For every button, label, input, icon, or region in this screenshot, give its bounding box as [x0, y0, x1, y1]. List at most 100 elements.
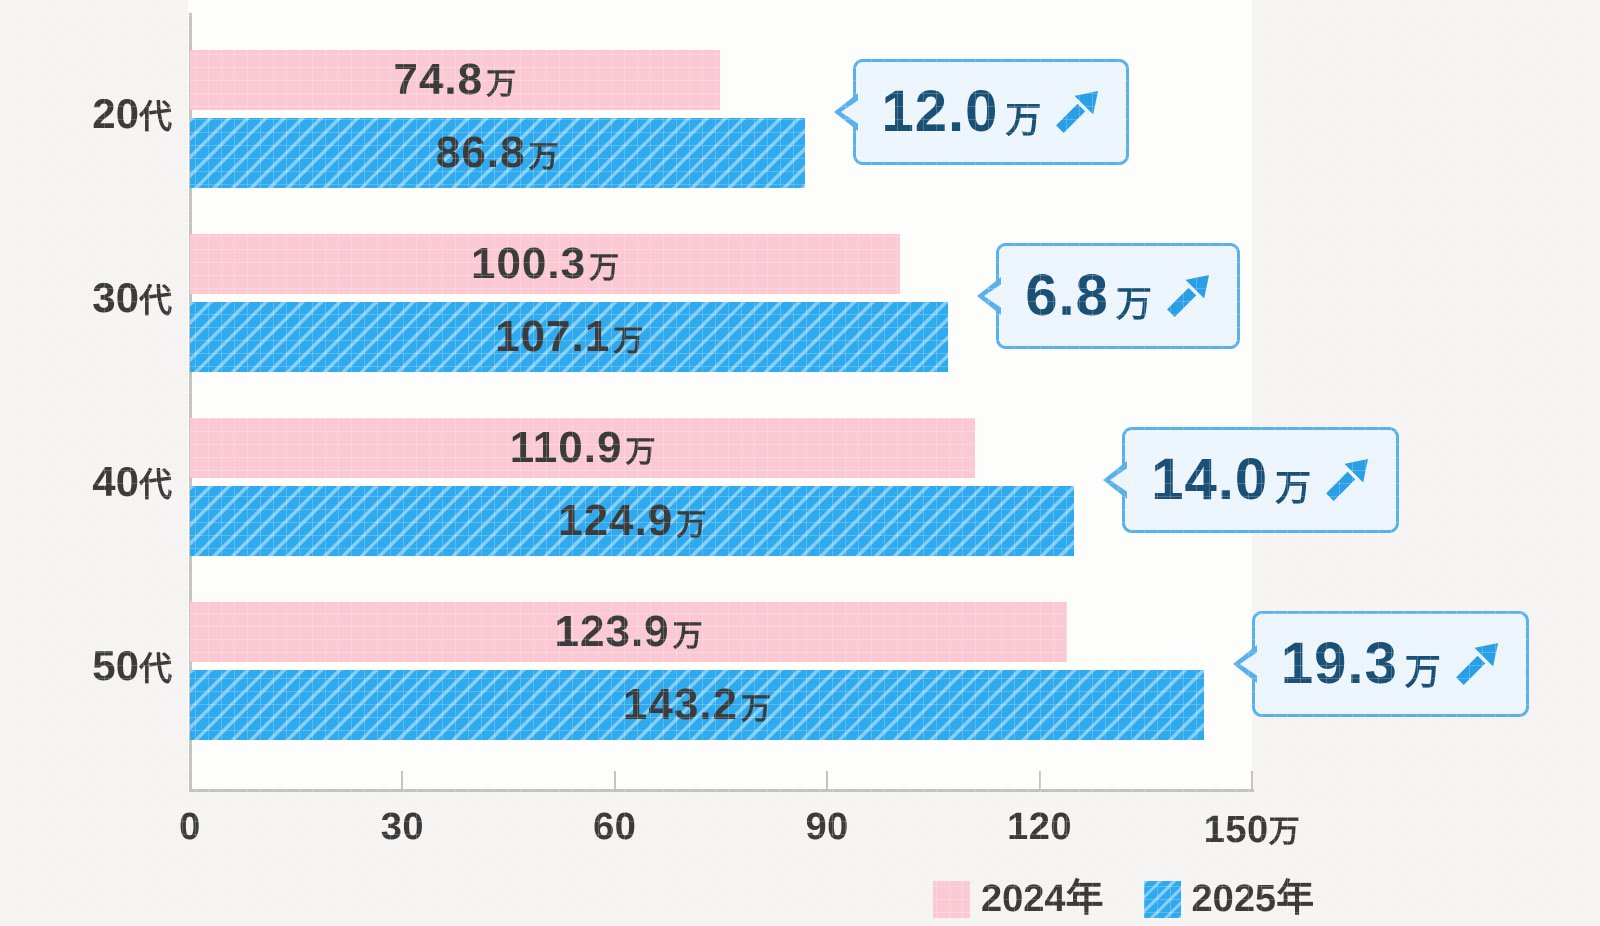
- bar-value-number: 110.9: [509, 423, 623, 472]
- legend-label-2025: 2025年: [1191, 878, 1315, 920]
- bar-value-unit: 万: [486, 68, 517, 101]
- bar-value-unit: 万: [613, 325, 644, 358]
- bar-2024: 100.3 万: [190, 234, 901, 294]
- bar-2025: 107.1 万: [190, 302, 949, 372]
- x-tick-label: 90: [806, 806, 849, 849]
- x-axis-line: [189, 789, 1254, 792]
- category-label: 50代: [0, 645, 172, 687]
- increase-bubble: 14.0 万: [1102, 427, 1400, 533]
- x-tick-value: 150: [1203, 809, 1269, 851]
- bar-value-unit: 万: [589, 252, 620, 285]
- x-axis-tick: [401, 771, 404, 789]
- bar-2025: 124.9 万: [190, 486, 1075, 556]
- up-right-arrow-icon: [1323, 457, 1370, 504]
- bar-value-label-2025: 86.8 万: [436, 131, 559, 175]
- up-right-arrow-icon: [1453, 641, 1500, 688]
- increase-bubble: 12.0 万: [833, 59, 1130, 165]
- bar-value-label-2024: 123.9 万: [555, 610, 703, 654]
- category-number: 30: [92, 274, 139, 321]
- category-label: 40代: [0, 461, 172, 503]
- legend-label-2024: 2024年: [981, 878, 1104, 920]
- bar-value-number: 143.2: [622, 680, 738, 729]
- bar-2024: 123.9 万: [190, 602, 1068, 662]
- bar-value-label-2025: 107.1 万: [495, 315, 643, 359]
- x-axis-tick: [1038, 771, 1041, 789]
- bubble-tail-fill: [840, 98, 860, 125]
- bubble-tail-fill: [1110, 466, 1130, 493]
- bar-value-number: 123.9: [554, 607, 670, 656]
- bar-value-label-2024: 74.8 万: [393, 58, 516, 102]
- bar-value-label-2024: 110.9 万: [510, 426, 656, 470]
- up-right-arrow-icon: [1053, 89, 1100, 136]
- bubble-tail: [1102, 461, 1130, 499]
- x-tick-label: 150万: [1204, 806, 1301, 852]
- bar-value-label-2025: 124.9 万: [558, 499, 706, 543]
- legend-swatch-2025: [1143, 880, 1181, 918]
- legend: 2024年 2025年: [933, 880, 1314, 918]
- increase-bubble: 19.3 万: [1232, 611, 1529, 717]
- category-suffix: 代: [139, 98, 172, 135]
- x-axis-tick: [1251, 771, 1253, 789]
- bubble-tail: [833, 93, 860, 131]
- category-number: 20: [92, 90, 139, 137]
- x-tick-value: 90: [805, 806, 849, 848]
- bar-2025: 143.2 万: [190, 670, 1204, 740]
- x-tick-label: 30: [381, 806, 424, 849]
- bar-value-number: 74.8: [393, 55, 484, 104]
- category-suffix: 代: [139, 282, 172, 319]
- category-suffix: 代: [139, 466, 172, 503]
- x-tick-value: 60: [593, 806, 637, 848]
- y-axis-line: [189, 13, 192, 791]
- bar-2024: 110.9 万: [190, 418, 976, 478]
- increase-unit: 万: [1404, 651, 1441, 692]
- bar-value-number: 124.9: [558, 496, 674, 545]
- bar-value-label-2025: 143.2 万: [623, 683, 771, 727]
- increase-bubble-box: 19.3 万: [1251, 611, 1529, 717]
- x-axis-unit-label: 万: [1268, 814, 1301, 849]
- x-axis-tick: [826, 771, 829, 789]
- bubble-tail: [976, 277, 1004, 315]
- increase-bubble-box: 12.0 万: [852, 59, 1130, 165]
- increase-value: 6.8: [1025, 263, 1109, 328]
- bar-value-unit: 万: [676, 509, 707, 542]
- bar-value-number: 86.8: [435, 128, 526, 177]
- increase-bubble-box: 14.0 万: [1122, 427, 1400, 533]
- x-tick-label: 120: [1007, 806, 1072, 849]
- up-right-arrow-icon: [1164, 273, 1211, 320]
- increase-unit: 万: [1005, 99, 1042, 140]
- increase-value: 12.0: [881, 79, 999, 144]
- bar-2024: 74.8 万: [190, 50, 720, 110]
- increase-value: 19.3: [1280, 631, 1398, 696]
- increase-unit: 万: [1275, 467, 1312, 508]
- legend-swatch-2024: [933, 880, 970, 918]
- bar-value-unit: 万: [672, 620, 703, 653]
- category-number: 50: [92, 642, 139, 689]
- legend-item-2024: 2024年: [933, 880, 1104, 918]
- bar-value-unit: 万: [741, 693, 771, 726]
- x-tick-value: 0: [179, 806, 201, 848]
- category-suffix: 代: [139, 650, 172, 687]
- increase-unit: 万: [1115, 283, 1152, 324]
- bubble-tail-fill: [1239, 650, 1259, 677]
- x-tick-value: 120: [1007, 806, 1073, 848]
- bar-value-number: 100.3: [470, 239, 587, 288]
- bubble-tail-fill: [984, 282, 1004, 309]
- bar-value-number: 107.1: [495, 312, 611, 361]
- category-label: 20代: [0, 93, 172, 135]
- bubble-tail: [1232, 645, 1259, 683]
- bar-2025: 86.8 万: [190, 118, 805, 188]
- x-tick-value: 30: [380, 806, 425, 848]
- category-label: 30代: [0, 277, 172, 319]
- increase-bubble: 6.8 万: [976, 243, 1240, 349]
- bar-value-unit: 万: [528, 141, 559, 174]
- category-number: 40: [92, 458, 139, 505]
- x-tick-label: 0: [179, 806, 201, 849]
- x-tick-label: 60: [593, 806, 636, 849]
- legend-item-2025: 2025年: [1143, 878, 1315, 920]
- increase-value: 14.0: [1151, 447, 1269, 512]
- x-axis-tick: [613, 771, 616, 789]
- increase-bubble-box: 6.8 万: [996, 243, 1240, 349]
- bar-value-label-2024: 100.3 万: [471, 242, 619, 286]
- bar-value-unit: 万: [625, 436, 656, 469]
